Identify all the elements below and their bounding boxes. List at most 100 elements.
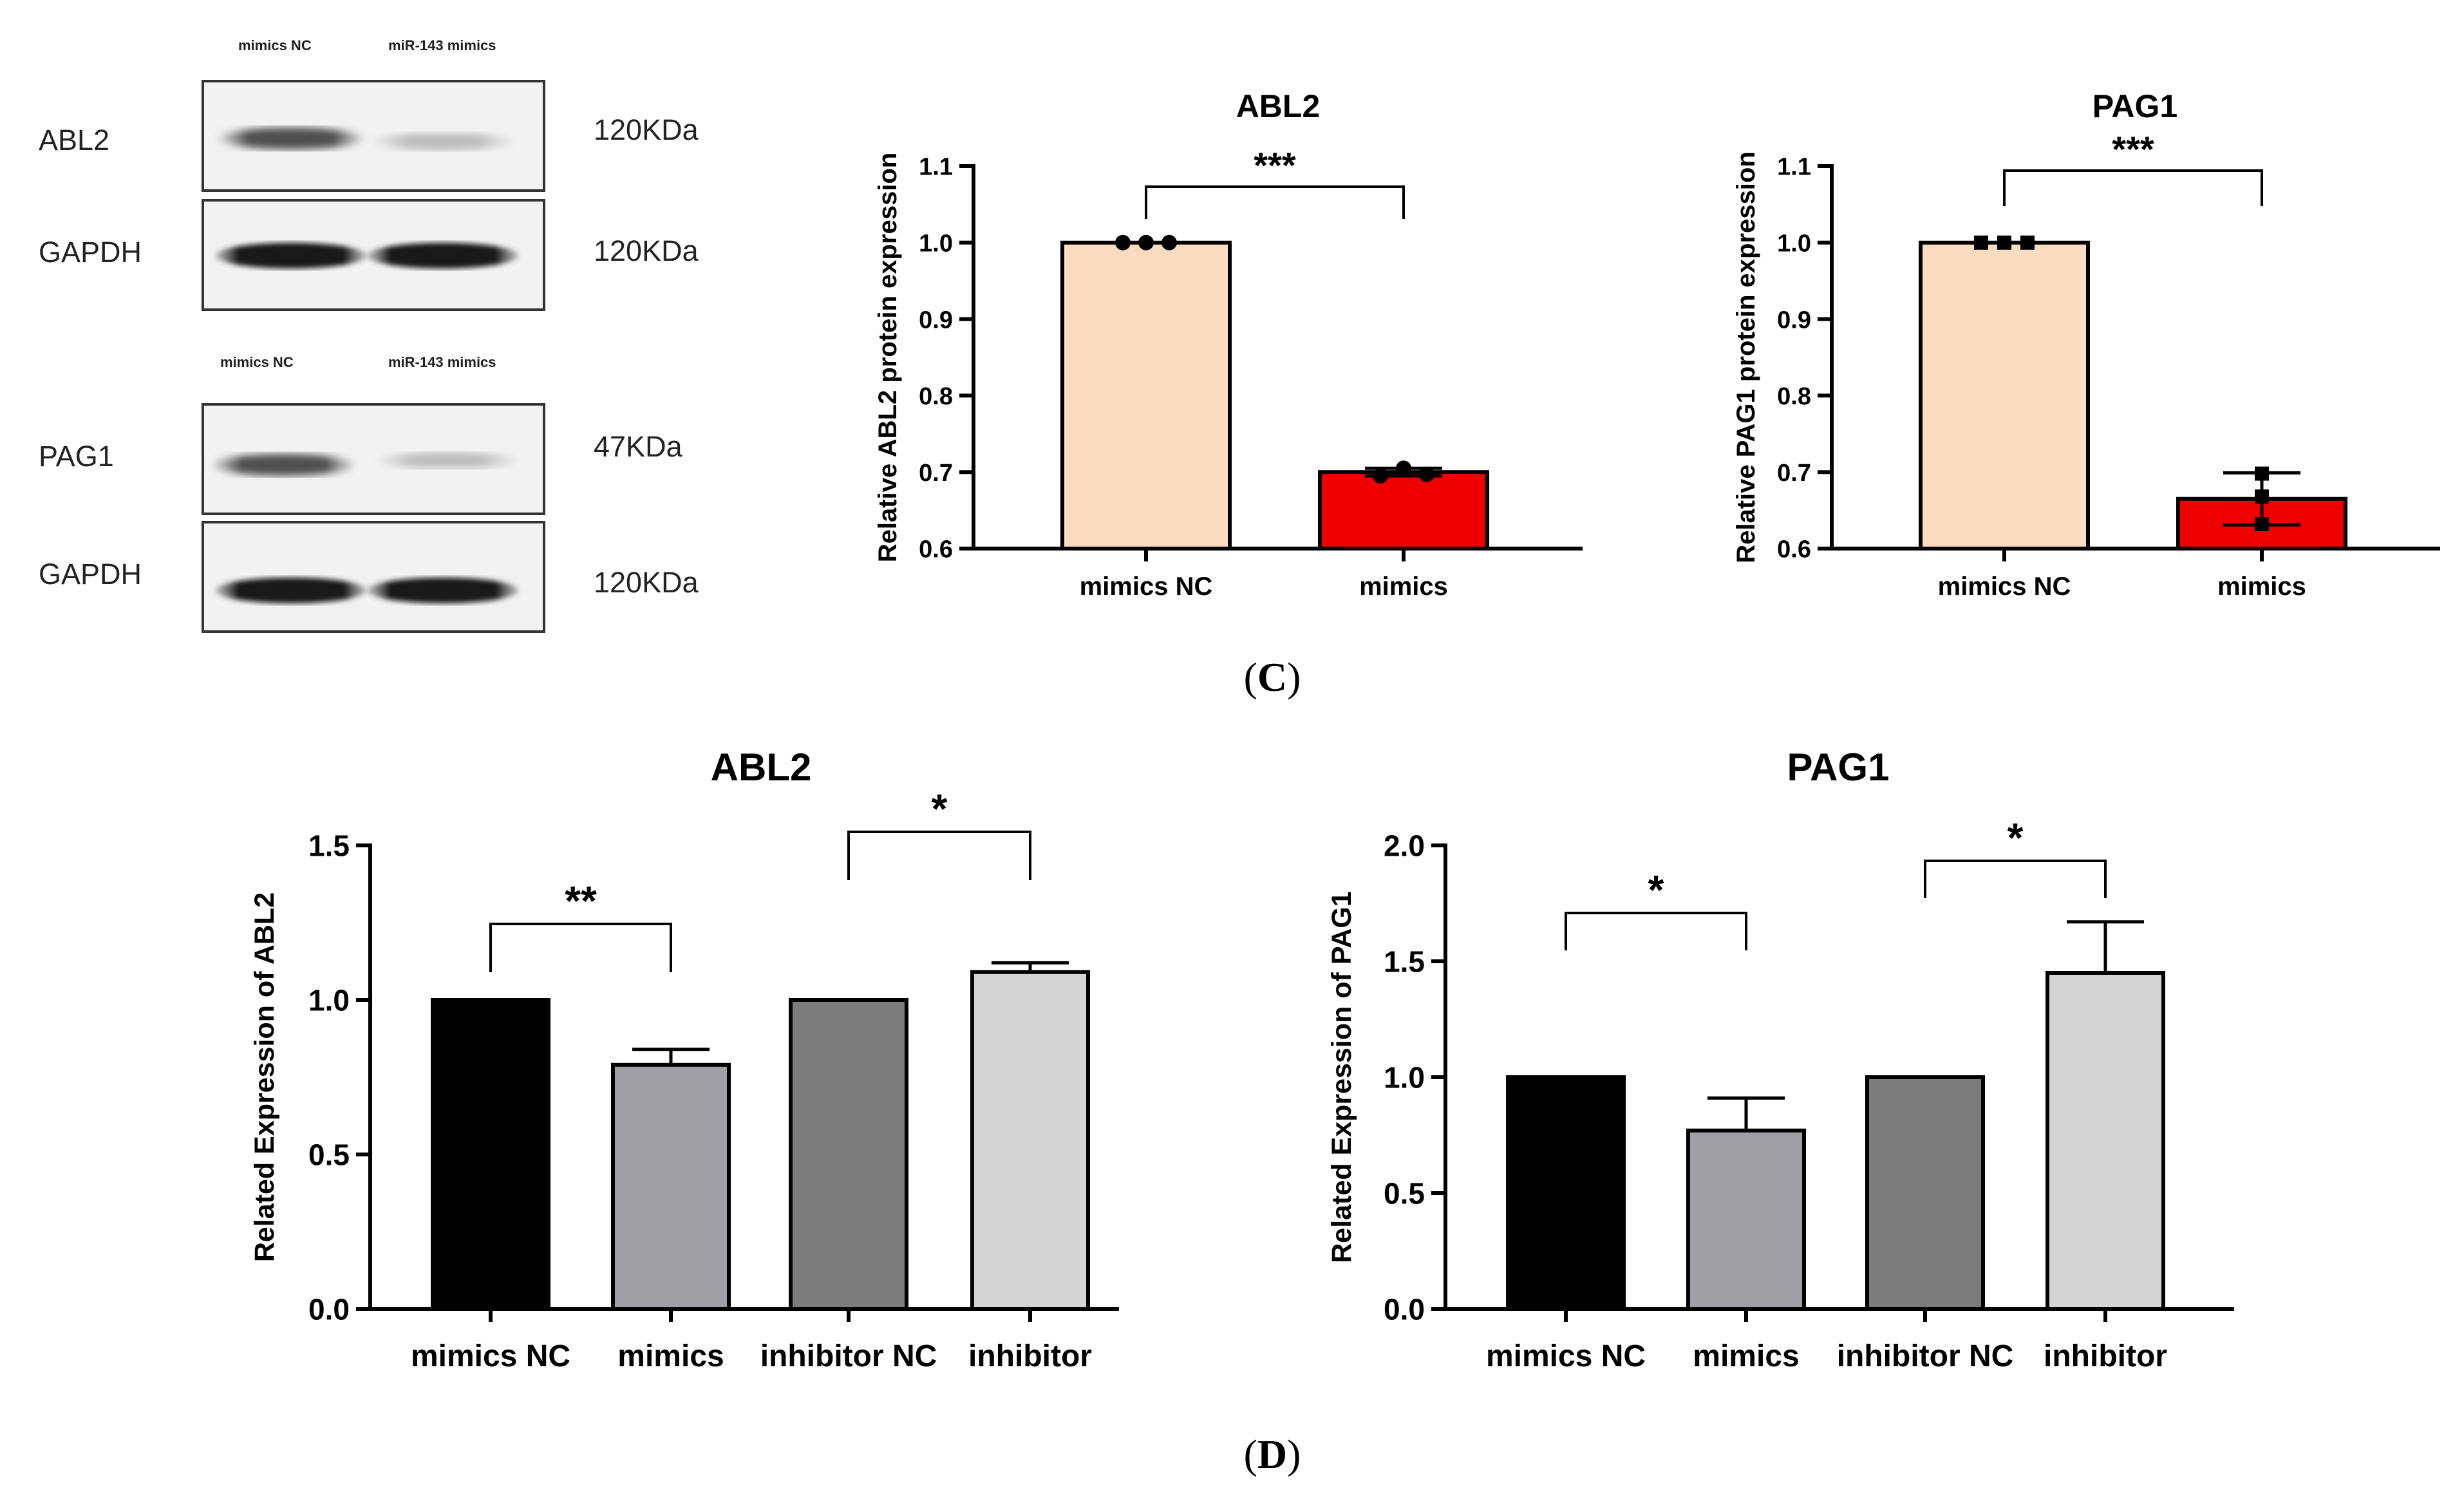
chart-title: PAG1	[1787, 746, 1890, 789]
data-point	[1373, 468, 1388, 484]
blot2-membrane-bottom	[202, 521, 545, 633]
data-point	[1997, 235, 2011, 250]
y-tick-label: 1.5	[308, 829, 350, 863]
data-point	[2020, 235, 2035, 250]
blot1-gapdh-band-mimics	[367, 243, 519, 268]
y-axis-label: Relative ABL2 protein expression	[874, 153, 902, 562]
bar-1	[1060, 240, 1232, 551]
y-axis-label: Related Expression of PAG1	[1326, 891, 1357, 1263]
y-tick-label: 1.1	[1777, 154, 1811, 181]
y-tick-label: 1.0	[1777, 230, 1811, 257]
bar-4	[2045, 971, 2165, 1311]
x-category-label: mimics NC	[1938, 572, 2071, 601]
y-tick-label: 0.0	[1384, 1293, 1425, 1326]
blot1-loading-size-label: 120KDa	[594, 234, 699, 267]
significance-label: *	[932, 786, 948, 832]
chart-c-pag1: PAG1 Relative PAG1 protein expression 0.6 0…	[1732, 88, 2440, 601]
blot2-lane-1-label: mimics NC	[220, 354, 294, 370]
significance-label: ***	[2112, 129, 2154, 169]
chart-c-abl2: ABL2 Relative ABL2 protein expression 0.6 0…	[874, 88, 1583, 601]
blot2-gapdh-band-mimics	[367, 578, 519, 603]
y-tick-label: 0.6	[919, 536, 953, 563]
blot1-band-mimics	[372, 133, 514, 150]
chart-d-pag1: PAG1 Related Expression of PAG1 0.0 0.5 1.0 1…	[1326, 746, 2234, 1373]
panel-label-d: (D)	[1244, 1431, 1301, 1477]
blot2-lane-2-label: miR-143 mimics	[388, 354, 496, 370]
y-tick-label: 0.9	[1777, 306, 1811, 334]
significance-bracket	[1924, 860, 2107, 898]
blot2-band-nc	[212, 454, 354, 476]
x-category-label: inhibitor NC	[1837, 1339, 2014, 1373]
significance-bracket	[1565, 912, 1747, 950]
y-tick-label: 0.7	[919, 460, 953, 487]
blot2-size-label: 47KDa	[594, 430, 683, 463]
blot2-loading-size-label: 120KDa	[594, 566, 699, 599]
y-tick-label: 0.8	[1777, 383, 1811, 410]
x-category-label: inhibitor NC	[760, 1339, 937, 1373]
blot1-gapdh-band-nc	[215, 243, 367, 268]
bar-2	[611, 1062, 731, 1312]
panel-label-c: (C)	[1244, 654, 1301, 700]
significance-bracket	[2003, 169, 2263, 206]
chart-d-abl2: ABL2 Related Expression of ABL2 0.0 0.5 1.0 1…	[249, 746, 1119, 1373]
bar-4	[970, 970, 1090, 1312]
bar-2	[1318, 470, 1489, 551]
bar-1	[1919, 240, 2090, 551]
blot1-protein-label: ABL2	[39, 124, 109, 156]
x-category-label: inhibitor	[968, 1339, 1092, 1373]
significance-label: ***	[1254, 145, 1296, 185]
blot1-size-label: 120KDa	[594, 113, 699, 146]
y-tick-label: 1.0	[308, 984, 350, 1017]
chart-title: ABL2	[1236, 88, 1321, 124]
y-tick-label: 1.0	[1384, 1061, 1425, 1095]
significance-bracket	[489, 923, 672, 972]
x-category-label: mimics NC	[1080, 572, 1213, 601]
western-blot-1: mimics NC miR-143 mimics ABL2 120KDa GAP…	[39, 37, 699, 311]
data-point	[2255, 466, 2269, 481]
western-blot-2: mimics NC miR-143 mimics PAG1 47KDa GAPD…	[39, 354, 699, 633]
significance-label: *	[2008, 814, 2024, 861]
blot1-loading-label: GAPDH	[39, 236, 142, 268]
x-category-label: mimics NC	[1486, 1339, 1646, 1373]
blot2-band-mimics	[377, 453, 518, 468]
blot1-lane-1-label: mimics NC	[238, 37, 312, 53]
x-category-label: mimics	[1693, 1339, 1799, 1373]
significance-bracket	[1145, 185, 1405, 219]
y-axis-label: Relative PAG1 protein expression	[1732, 151, 1760, 563]
data-point	[1396, 460, 1411, 476]
bar-3	[789, 998, 908, 1311]
y-tick-label: 1.1	[919, 154, 953, 181]
data-point	[1138, 234, 1154, 250]
y-tick-label: 0.6	[1777, 536, 1811, 563]
blot2-protein-label: PAG1	[39, 440, 114, 473]
data-point	[1419, 466, 1434, 482]
y-tick-label: 0.0	[308, 1293, 350, 1326]
y-tick-label: 0.8	[919, 383, 953, 410]
significance-bracket	[847, 831, 1031, 880]
data-point	[1161, 234, 1177, 250]
x-category-label: mimics	[1359, 572, 1448, 601]
x-category-label: mimics	[617, 1339, 724, 1373]
significance-label: **	[565, 878, 597, 924]
x-category-label: mimics NC	[411, 1339, 570, 1373]
bar-3	[1865, 1075, 1985, 1311]
chart-title: PAG1	[2093, 88, 2177, 124]
bar-1	[1506, 1075, 1626, 1311]
x-category-label: inhibitor	[2044, 1339, 2167, 1373]
y-tick-label: 0.5	[308, 1138, 350, 1172]
blot1-lane-2-label: miR-143 mimics	[388, 37, 496, 53]
data-point	[1974, 235, 1988, 250]
y-tick-label: 0.5	[1384, 1177, 1425, 1210]
data-point	[1115, 234, 1131, 250]
y-tick-label: 1.0	[919, 230, 953, 257]
blot1-band-nc	[219, 127, 363, 149]
data-point	[2255, 489, 2269, 504]
y-tick-label: 2.0	[1384, 829, 1425, 863]
data-point	[2255, 516, 2269, 531]
y-tick-label: 0.7	[1777, 460, 1811, 487]
significance-label: *	[1648, 867, 1664, 913]
blot2-gapdh-band-nc	[215, 578, 367, 603]
blot2-loading-label: GAPDH	[39, 558, 142, 590]
y-tick-label: 0.9	[919, 306, 953, 334]
